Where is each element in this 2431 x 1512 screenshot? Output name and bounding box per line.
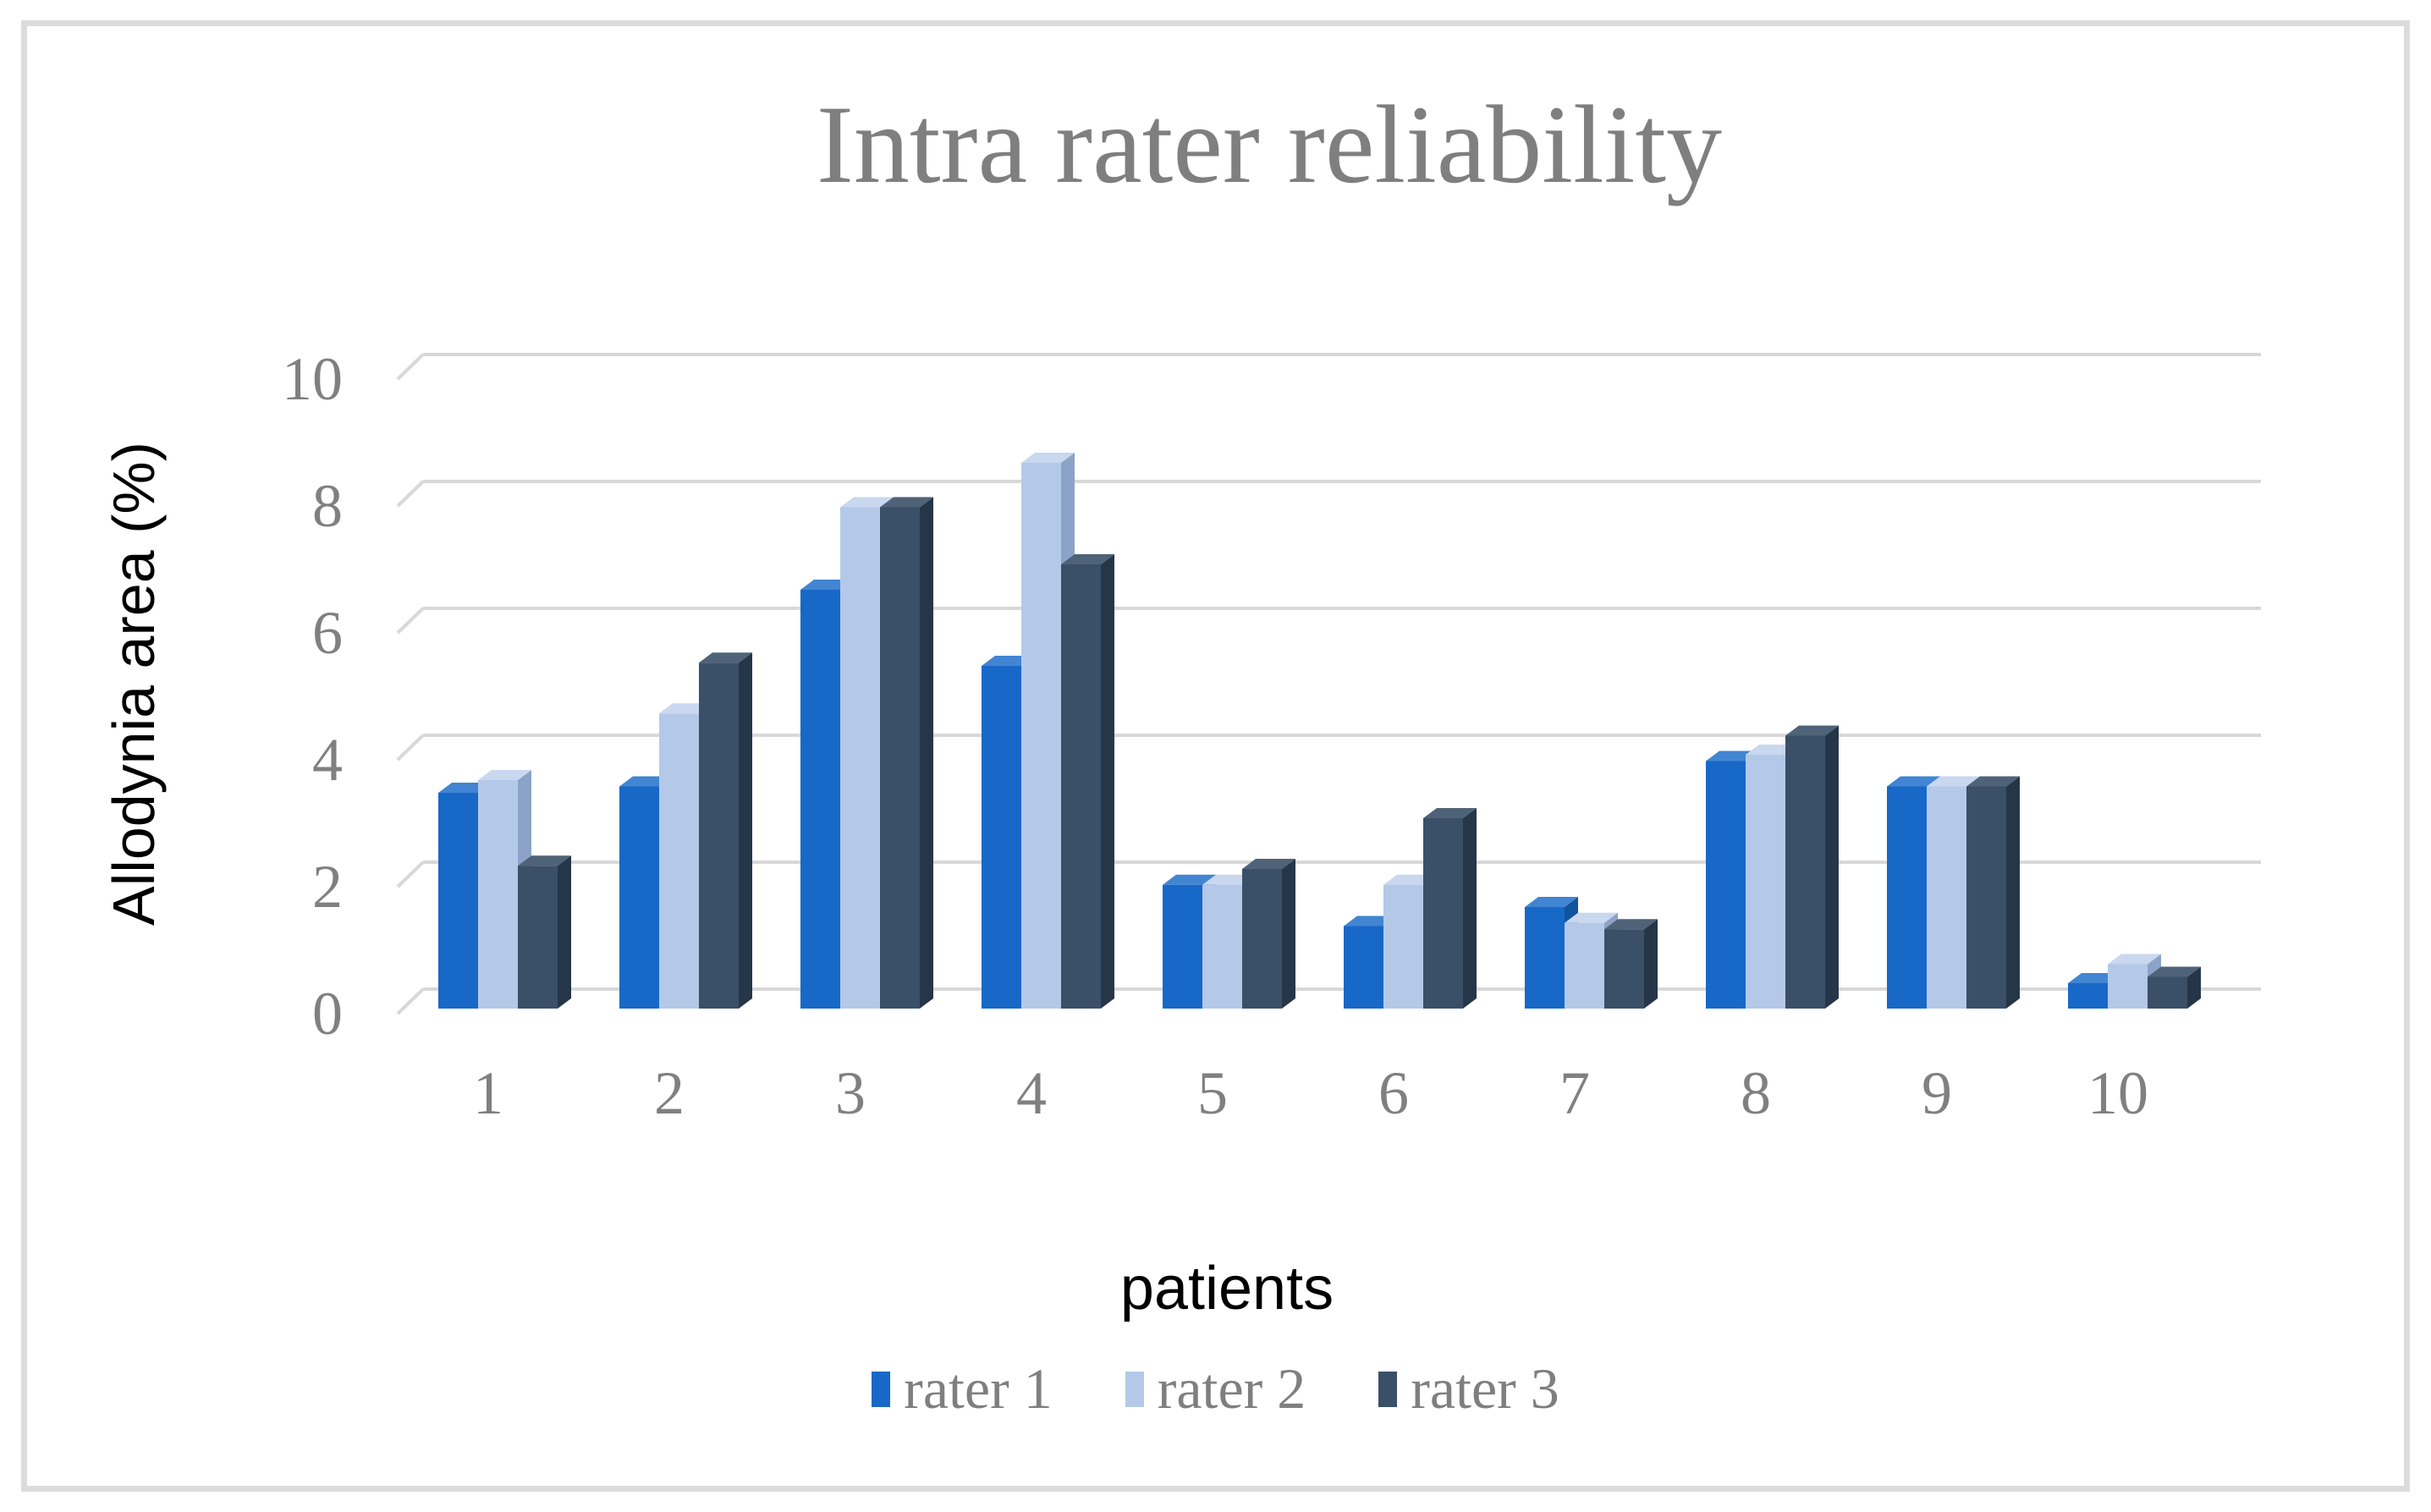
bar-top-rater-3-patient-8	[1785, 725, 1839, 736]
bar-rater-1-patient-7	[1525, 907, 1565, 1009]
legend: rater 1 rater 2 rater 3	[0, 1355, 2431, 1422]
bar-rater-1-patient-3	[800, 590, 840, 1009]
legend-item-rater-1: rater 1	[872, 1355, 1053, 1422]
y-tick-label: 4	[312, 726, 343, 794]
bar-rater-2-patient-3	[840, 507, 880, 1009]
legend-label-rater-1: rater 1	[904, 1356, 1053, 1421]
bar-rater-3-patient-4	[1061, 564, 1101, 1009]
bar-rater-1-patient-5	[1163, 884, 1202, 1009]
x-tick-label: 5	[1197, 1059, 1228, 1127]
legend-swatch-rater-2	[1125, 1371, 1144, 1407]
x-tick-label: 9	[1922, 1059, 1952, 1127]
bar-side-rater-3-patient-5	[1282, 859, 1295, 1009]
gridline-depth-connector	[396, 607, 425, 635]
bar-rater-3-patient-3	[880, 507, 920, 1009]
bar-top-rater-1-patient-5	[1163, 874, 1216, 885]
bar-rater-2-patient-1	[478, 780, 518, 1009]
bar-rater-2-patient-7	[1565, 922, 1604, 1009]
x-tick-label: 8	[1741, 1059, 1771, 1127]
x-tick-label: 10	[2087, 1059, 2148, 1127]
gridline-depth-connector	[396, 987, 425, 1015]
bar-rater-3-patient-5	[1242, 869, 1282, 1009]
bar-rater-2-patient-6	[1383, 884, 1423, 1009]
bar-top-rater-3-patient-10	[2148, 966, 2201, 977]
bar-rater-2-patient-4	[1021, 463, 1061, 1009]
bar-top-rater-3-patient-9	[1966, 776, 2020, 787]
bar-side-rater-3-patient-10	[2187, 966, 2201, 1009]
bar-rater-2-patient-9	[1927, 786, 1966, 1009]
bar-rater-3-patient-10	[2148, 976, 2187, 1009]
gridline-depth-connector	[396, 734, 425, 761]
bar-top-rater-2-patient-7	[1565, 912, 1618, 923]
bar-side-rater-3-patient-6	[1463, 808, 1477, 1009]
bar-rater-3-patient-6	[1423, 818, 1463, 1009]
bar-rater-2-patient-2	[659, 713, 699, 1009]
bar-side-rater-3-patient-1	[558, 855, 571, 1009]
y-tick-label: 0	[312, 980, 343, 1047]
bar-rater-3-patient-1	[518, 866, 558, 1009]
legend-swatch-rater-3	[1378, 1371, 1398, 1407]
bar-top-rater-1-patient-7	[1525, 897, 1578, 907]
bar-top-rater-1-patient-9	[1887, 776, 1940, 787]
bar-top-rater-3-patient-4	[1061, 554, 1114, 564]
y-tick-label: 10	[282, 345, 343, 413]
bar-side-rater-3-patient-8	[1825, 725, 1839, 1009]
bar-top-rater-2-patient-1	[478, 770, 531, 780]
bar-rater-1-patient-9	[1887, 786, 1927, 1009]
bar-rater-2-patient-8	[1746, 755, 1785, 1009]
bar-top-rater-3-patient-2	[699, 652, 752, 663]
bar-top-rater-2-patient-3	[840, 497, 894, 508]
bar-rater-3-patient-9	[1966, 786, 2006, 1009]
y-tick-label: 2	[312, 853, 343, 921]
x-axis-title: patients	[1119, 1255, 1334, 1322]
bar-rater-1-patient-6	[1344, 926, 1383, 1009]
y-tick-label: 8	[312, 472, 343, 540]
bar-side-rater-3-patient-9	[2006, 776, 2020, 1009]
bar-side-rater-3-patient-3	[920, 497, 933, 1009]
bar-rater-1-patient-1	[438, 793, 478, 1009]
bar-rater-3-patient-2	[699, 663, 739, 1009]
gridline-depth-connector	[396, 480, 425, 508]
bar-top-rater-2-patient-10	[2108, 954, 2161, 965]
y-tick-label: 6	[312, 599, 343, 667]
bar-side-rater-3-patient-4	[1101, 554, 1114, 1009]
bar-side-rater-3-patient-7	[1644, 919, 1658, 1009]
bar-rater-2-patient-5	[1202, 884, 1242, 1009]
bar-top-rater-3-patient-3	[880, 497, 933, 508]
legend-label-rater-3: rater 3	[1411, 1356, 1559, 1421]
gridline-depth-connector	[396, 353, 425, 381]
x-tick-label: 7	[1559, 1059, 1590, 1127]
bar-rater-3-patient-7	[1604, 929, 1644, 1009]
bar-top-rater-3-patient-7	[1604, 919, 1658, 930]
bar-top-rater-2-patient-4	[1021, 453, 1075, 463]
bar-rater-1-patient-10	[2068, 983, 2108, 1009]
legend-item-rater-3: rater 3	[1378, 1355, 1559, 1422]
x-tick-label: 6	[1378, 1059, 1409, 1127]
bar-rater-1-patient-8	[1706, 761, 1746, 1009]
bar-rater-2-patient-10	[2108, 964, 2148, 1009]
bar-side-rater-3-patient-2	[739, 652, 752, 1009]
legend-label-rater-2: rater 2	[1157, 1356, 1306, 1421]
bar-rater-1-patient-2	[619, 786, 659, 1009]
bar-top-rater-3-patient-6	[1423, 808, 1477, 818]
legend-swatch-rater-1	[872, 1371, 891, 1407]
x-tick-label: 2	[654, 1059, 685, 1127]
bar-rater-1-patient-4	[982, 666, 1021, 1009]
bar-rater-3-patient-8	[1785, 735, 1825, 1009]
x-tick-label: 3	[835, 1059, 866, 1127]
x-tick-label: 4	[1016, 1059, 1047, 1127]
bar-top-rater-2-patient-9	[1927, 776, 1980, 787]
legend-item-rater-2: rater 2	[1125, 1355, 1306, 1422]
chart-title: Intra rater reliability	[816, 82, 1723, 206]
x-tick-label: 1	[473, 1059, 503, 1127]
bar-top-rater-3-patient-1	[518, 855, 571, 866]
bar-top-rater-3-patient-5	[1242, 859, 1295, 869]
gridline-depth-connector	[396, 860, 425, 888]
